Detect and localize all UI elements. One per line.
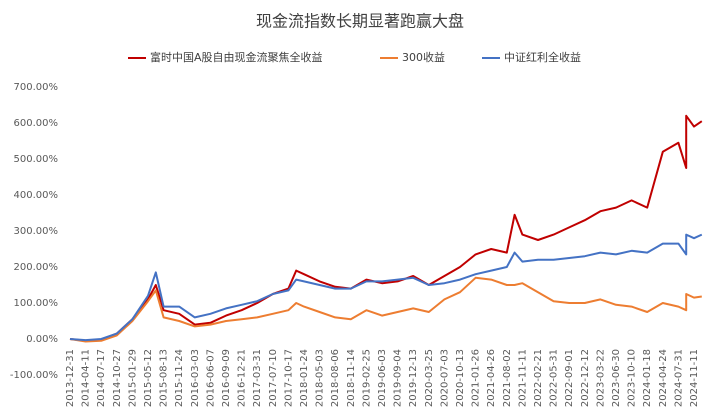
x-tick-label: 2024-07-31 <box>673 349 684 407</box>
x-tick-label: 2014-10-27 <box>112 349 123 407</box>
legend-label: 中证红利全收益 <box>504 50 581 64</box>
x-tick-label: 2022-02-21 <box>533 349 544 407</box>
y-tick-label: 200.00% <box>14 262 59 273</box>
y-tick-label: 400.00% <box>14 190 59 201</box>
x-tick-label: 2015-05-12 <box>143 349 154 407</box>
x-tick-label: 2021-11-11 <box>517 349 528 407</box>
y-tick-label: 600.00% <box>14 118 59 129</box>
x-tick-label: 2014-04-11 <box>81 349 92 407</box>
x-tick-label: 2018-01-24 <box>299 349 310 407</box>
x-tick-label: 2013-12-31 <box>65 349 76 407</box>
x-tick-label: 2024-01-18 <box>642 349 653 407</box>
x-tick-label: 2022-05-31 <box>549 349 560 407</box>
x-tick-label: 2018-05-03 <box>315 349 326 407</box>
series-line <box>69 276 702 343</box>
x-tick-label: 2019-09-04 <box>393 349 404 407</box>
x-tick-label: 2016-06-07 <box>205 349 216 407</box>
chart-title: 现金流指数长期显著跑赢大盘 <box>256 12 464 31</box>
x-tick-label: 2023-10-10 <box>627 349 638 407</box>
y-tick-label: 300.00% <box>14 226 59 237</box>
x-tick-label: 2020-07-03 <box>439 349 450 407</box>
x-tick-label: 2014-07-17 <box>96 349 107 407</box>
x-tick-label: 2015-11-24 <box>174 349 185 407</box>
x-tick-label: 2017-07-10 <box>268 349 279 407</box>
x-tick-label: 2021-08-02 <box>502 349 513 407</box>
x-tick-label: 2016-03-03 <box>190 349 201 407</box>
y-tick-label: 500.00% <box>14 154 59 165</box>
x-tick-label: 2020-03-25 <box>424 349 435 407</box>
series-line <box>69 233 703 342</box>
x-tick-label: 2018-08-06 <box>330 349 341 407</box>
y-tick-label: -100.00% <box>10 370 58 381</box>
x-tick-label: 2017-03-31 <box>252 349 263 407</box>
x-tick-label: 2024-04-24 <box>658 349 669 407</box>
x-tick-label: 2021-01-26 <box>471 349 482 407</box>
x-tick-label: 2023-06-30 <box>611 349 622 407</box>
x-tick-label: 2024-11-11 <box>689 349 700 407</box>
legend-label: 300收益 <box>402 50 445 64</box>
x-tick-label: 2019-12-13 <box>408 349 419 407</box>
series-line <box>69 114 703 342</box>
x-tick-label: 2020-10-13 <box>455 349 466 407</box>
x-tick-label: 2021-04-26 <box>486 349 497 407</box>
x-tick-label: 2022-09-01 <box>564 349 575 407</box>
x-tick-label: 2023-03-22 <box>595 349 606 407</box>
legend-label: 富时中国A股自由现金流聚焦全收益 <box>150 50 323 64</box>
x-tick-label: 2018-11-14 <box>346 349 357 407</box>
x-tick-label: 2019-06-03 <box>377 349 388 407</box>
y-tick-label: 100.00% <box>14 298 59 309</box>
x-tick-label: 2015-08-13 <box>159 349 170 407</box>
x-tick-label: 2016-09-09 <box>221 349 232 407</box>
y-tick-label: 700.00% <box>14 82 59 93</box>
y-tick-label: 0.00% <box>26 334 58 345</box>
x-tick-label: 2016-12-21 <box>237 349 248 407</box>
x-tick-label: 2015-01-29 <box>127 349 138 407</box>
x-tick-label: 2019-02-25 <box>361 349 372 407</box>
x-tick-label: 2022-12-12 <box>580 349 591 407</box>
x-tick-label: 2017-10-17 <box>283 349 294 407</box>
